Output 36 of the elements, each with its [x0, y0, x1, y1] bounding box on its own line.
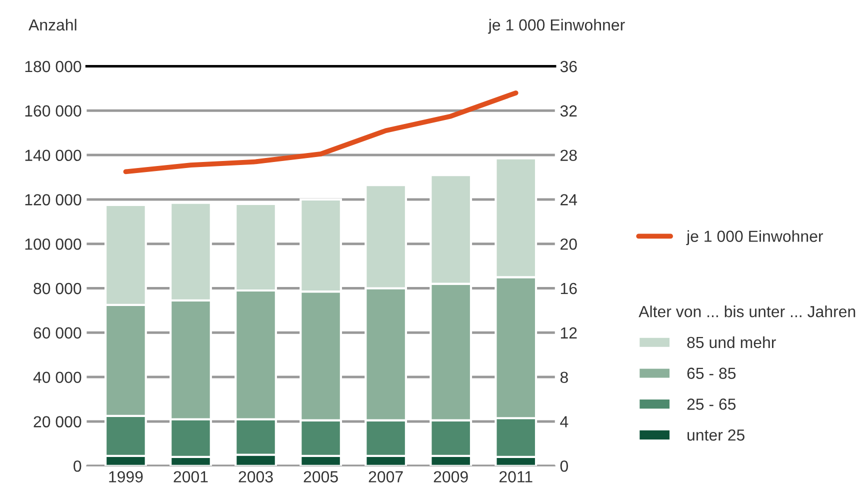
y-tick-label: 140 000 [25, 150, 82, 162]
x-tick-label: 2011 [499, 471, 532, 482]
x-tick-label: 2005 [304, 471, 338, 482]
x-tick-label: 2003 [238, 471, 273, 482]
y2-tick-label: 36 [560, 60, 577, 72]
y-tick-label: 160 000 [25, 105, 82, 117]
x-tick-label: 2001 [174, 471, 208, 482]
y-tick-label: 120 000 [25, 194, 82, 206]
y-axis-title: Anzahl [28, 18, 76, 31]
y2-tick-label: 12 [560, 327, 577, 338]
y-tick-label: 20 000 [34, 416, 82, 428]
legend-label: 65 - 85 [687, 368, 736, 379]
legend-label: 85 und mehr [687, 336, 776, 348]
legend-label: 25 - 65 [687, 398, 736, 410]
y2-tick-label: 4 [560, 416, 568, 428]
y-tick-label: 80 000 [34, 282, 82, 294]
y2-tick-label: 8 [560, 372, 568, 383]
y-tick-label: 180 000 [25, 60, 82, 72]
y2-tick-label: 0 [560, 460, 568, 472]
y2-axis-title: je 1 000 Einwohner [488, 18, 625, 34]
legend-label: unter 25 [688, 429, 744, 441]
y2-tick-label: 32 [560, 105, 577, 117]
y-tick-label: 60 000 [34, 327, 82, 339]
y-tick-label: 100 000 [25, 238, 82, 250]
y2-tick-label: 28 [560, 150, 577, 162]
y2-tick-label: 16 [560, 282, 577, 294]
y2-tick-label: 24 [560, 194, 578, 206]
y-tick-label: 0 [74, 460, 82, 472]
line-series [123, 90, 518, 174]
x-tick-label: 2009 [434, 471, 468, 482]
y2-tick-label: 20 [560, 238, 577, 250]
legend-title: Alter von ... bis unter ... Jahren [638, 306, 856, 318]
legend-label: je 1 000 Einwohner [686, 230, 824, 246]
y-tick-label: 40 000 [33, 372, 82, 383]
x-tick-label: 2007 [368, 471, 403, 482]
x-tick-label: 1999 [109, 471, 143, 482]
